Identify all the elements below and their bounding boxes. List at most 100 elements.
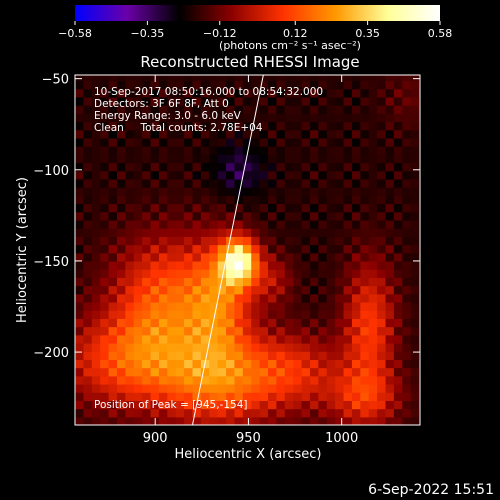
- heatmap-cell: [242, 105, 252, 114]
- heatmap-cell: [326, 219, 336, 229]
- heatmap-cell: [184, 326, 194, 336]
- heatmap-cell: [360, 178, 370, 188]
- heatmap-cell: [276, 285, 286, 295]
- heatmap-cell: [301, 170, 311, 180]
- heatmap-cell: [251, 367, 261, 377]
- heatmap-cell: [293, 219, 303, 229]
- heatmap-cell: [251, 162, 261, 172]
- heatmap-cell: [234, 269, 244, 278]
- heatmap-cell: [209, 277, 219, 287]
- heatmap-cell: [301, 154, 311, 164]
- heatmap-cell: [91, 105, 101, 114]
- heatmap-cell: [200, 375, 210, 385]
- heatmap-cell: [343, 318, 353, 328]
- heatmap-cell: [402, 408, 412, 418]
- heatmap-cell: [116, 260, 126, 270]
- heatmap-cell: [142, 162, 152, 172]
- heatmap-cell: [116, 285, 126, 295]
- colorbar-units: (photons cm⁻² s⁻¹ asec⁻²): [219, 39, 361, 52]
- heatmap-cell: [284, 400, 294, 410]
- heatmap-cell: [402, 228, 412, 237]
- heatmap-cell: [268, 178, 277, 188]
- heatmap-cell: [108, 252, 118, 262]
- heatmap-cell: [335, 310, 345, 319]
- heatmap-cell: [125, 400, 135, 410]
- heatmap-cell: [293, 269, 303, 278]
- heatmap-cell: [377, 75, 387, 82]
- heatmap-cell: [351, 269, 361, 278]
- heatmap-cell: [402, 375, 412, 385]
- heatmap-cell: [158, 318, 168, 328]
- heatmap-cell: [309, 195, 319, 205]
- heatmap-cell: [251, 375, 261, 385]
- heatmap-cell: [226, 178, 236, 188]
- heatmap-cell: [259, 219, 269, 229]
- heatmap-cell: [242, 129, 252, 139]
- heatmap-cell: [368, 318, 378, 328]
- heatmap-cell: [209, 359, 219, 369]
- heatmap-cell: [276, 88, 286, 98]
- heatmap-cell: [184, 129, 194, 139]
- heatmap-cell: [100, 178, 110, 188]
- heatmap-cell: [268, 408, 277, 418]
- heatmap-cell: [226, 408, 236, 418]
- heatmap-cell: [234, 195, 244, 205]
- heatmap-cell: [326, 400, 336, 410]
- heatmap-cell: [343, 326, 353, 336]
- heatmap-cell: [351, 301, 361, 311]
- heatmap-cell: [301, 75, 311, 82]
- heatmap-cell: [108, 334, 118, 344]
- heatmap-cell: [326, 187, 336, 196]
- heatmap-cell: [368, 334, 378, 344]
- heatmap-cell: [309, 80, 319, 90]
- heatmap-cell: [108, 211, 118, 221]
- heatmap-cell: [393, 228, 403, 237]
- x-tick-label: 900: [143, 431, 168, 446]
- heatmap-cell: [167, 383, 177, 393]
- heatmap-cell: [209, 219, 219, 229]
- heatmap-cell: [142, 195, 152, 205]
- heatmap-cell: [142, 383, 152, 393]
- heatmap-cell: [343, 285, 353, 295]
- heatmap-cell: [393, 162, 403, 172]
- heatmap-cell: [309, 408, 319, 418]
- heatmap-cell: [351, 121, 361, 131]
- heatmap-cell: [368, 146, 378, 155]
- heatmap-cell: [91, 269, 101, 278]
- heatmap-cell: [108, 326, 118, 336]
- heatmap-cell: [175, 88, 185, 98]
- heatmap-cell: [326, 310, 336, 319]
- heatmap-cell: [167, 318, 177, 328]
- heatmap-cell: [125, 408, 135, 418]
- heatmap-cell: [217, 375, 227, 385]
- heatmap-cell: [259, 392, 269, 401]
- heatmap-cell: [150, 170, 160, 180]
- heatmap-cell: [343, 252, 353, 262]
- heatmap-cell: [368, 383, 378, 393]
- heatmap-cell: [142, 375, 152, 385]
- heatmap-cell: [402, 211, 412, 221]
- heatmap-cell: [217, 96, 227, 106]
- heatmap-cell: [343, 105, 353, 114]
- heatmap-cell: [184, 170, 194, 180]
- heatmap-cell: [293, 113, 303, 123]
- heatmap-cell: [209, 367, 219, 377]
- heatmap-cell: [360, 260, 370, 270]
- heatmap-cell: [309, 310, 319, 319]
- heatmap-cell: [318, 154, 328, 164]
- y-tick-label: −50: [42, 73, 69, 88]
- heatmap-cell: [377, 359, 387, 369]
- heatmap-cell: [175, 310, 185, 319]
- heatmap-cell: [175, 359, 185, 369]
- heatmap-cell: [200, 137, 210, 147]
- heatmap-cell: [293, 408, 303, 418]
- heatmap-cell: [100, 154, 110, 164]
- heatmap-cell: [125, 244, 135, 254]
- heatmap-cell: [402, 359, 412, 369]
- heatmap-cell: [125, 88, 135, 98]
- heatmap-cell: [377, 400, 387, 410]
- heatmap-cell: [108, 146, 118, 155]
- heatmap-cell: [360, 367, 370, 377]
- heatmap-cell: [217, 121, 227, 131]
- heatmap-cell: [125, 326, 135, 336]
